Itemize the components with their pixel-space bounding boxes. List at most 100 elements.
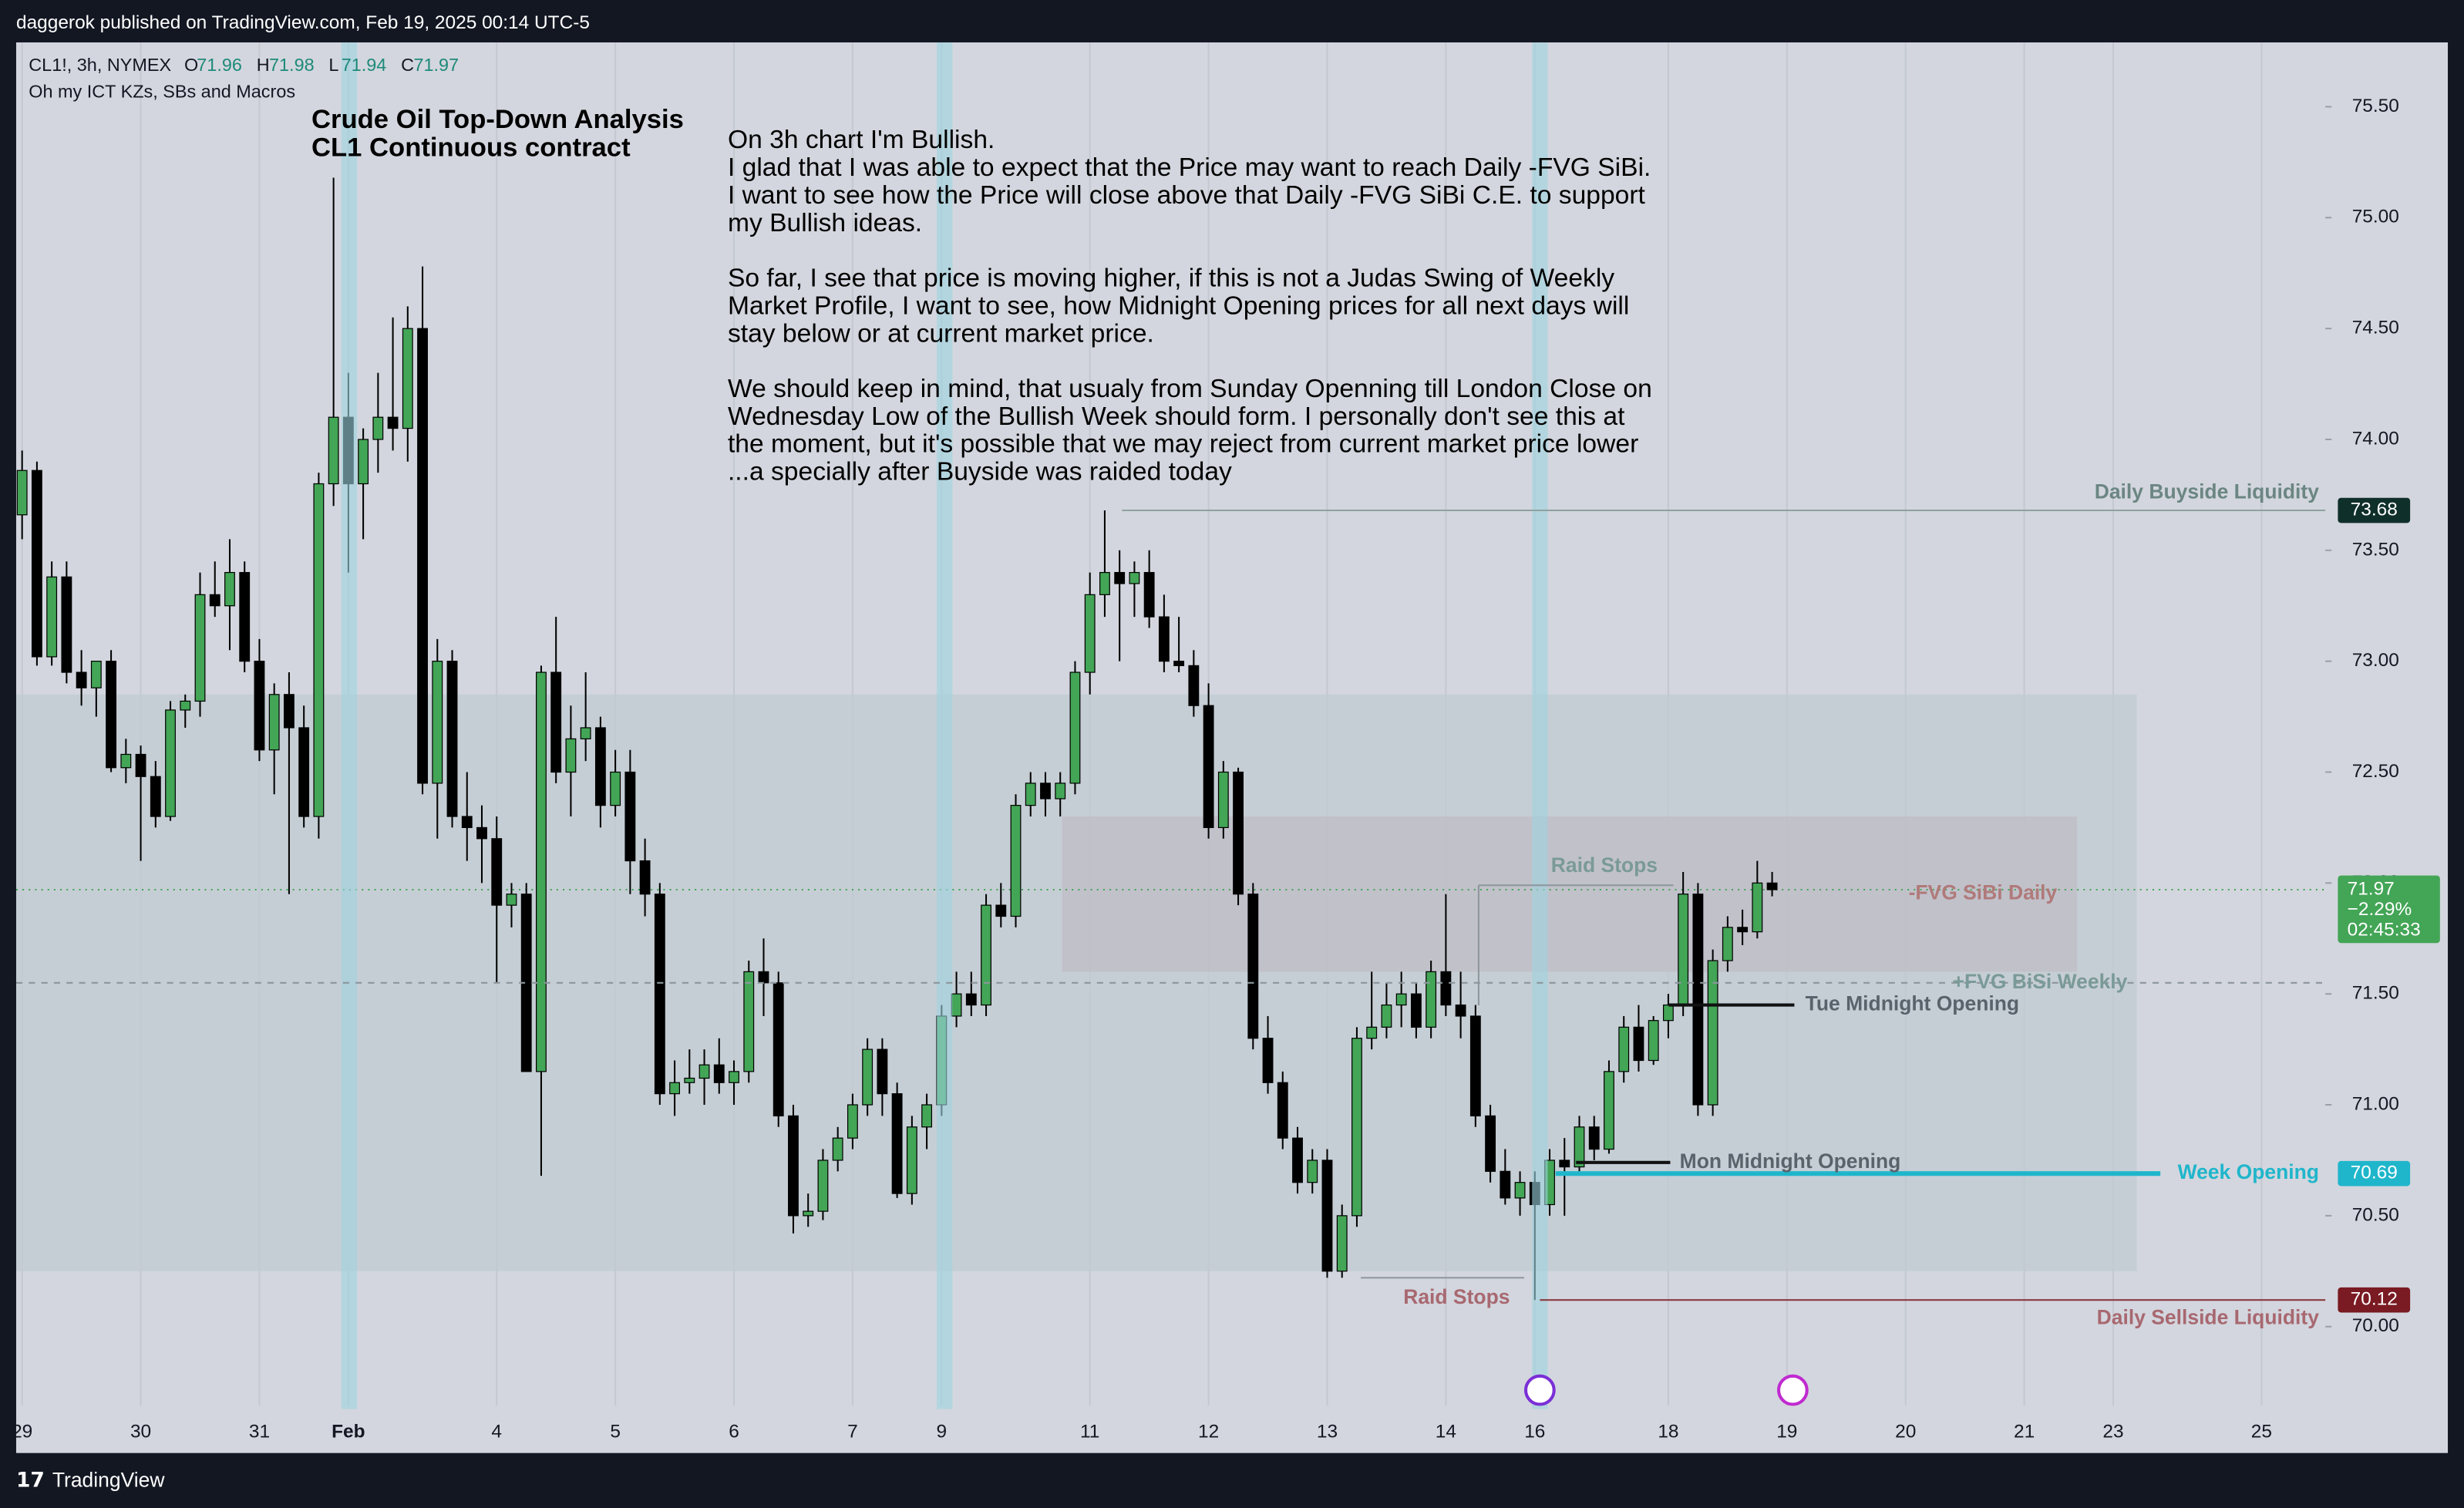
candle-body: [1262, 1038, 1274, 1083]
candle-body: [1188, 665, 1200, 706]
candle-body: [106, 661, 117, 769]
event-icon[interactable]: [1777, 1374, 1809, 1406]
candle-body: [1143, 571, 1155, 618]
candle-body: [180, 700, 191, 711]
candle-body: [1692, 894, 1704, 1106]
candle-body: [194, 594, 206, 702]
candle-body: [150, 776, 161, 817]
candle-body: [624, 771, 636, 862]
level-label: Mon Midnight Opening: [1680, 1150, 1901, 1173]
candle-body: [120, 753, 132, 769]
candle-body: [951, 993, 962, 1017]
candle-body: [1040, 783, 1051, 799]
x-tick-label: 19: [1776, 1422, 1797, 1442]
price-tag: [2338, 497, 2411, 523]
candle-body: [1604, 1071, 1614, 1150]
candle-body: [684, 1077, 695, 1083]
note-line: I glad that I was able to expect that th…: [728, 153, 1651, 182]
y-tick-label: 70.00: [2352, 1315, 2399, 1336]
y-tick-label: 71.50: [2352, 983, 2399, 1004]
price-tag: [2338, 1160, 2411, 1187]
y-tick-label: 74.50: [2352, 318, 2399, 338]
note-line: stay below or at current market price.: [728, 319, 1154, 348]
candle-body: [76, 672, 87, 688]
candle-body: [1307, 1160, 1318, 1183]
candle-body: [16, 470, 28, 516]
candle-body: [862, 1049, 874, 1106]
candle-body: [817, 1160, 829, 1212]
candle-body: [298, 727, 310, 817]
candle-body: [594, 727, 606, 806]
note-line: ...a specially after Buyside was raided …: [728, 458, 1232, 486]
candle-body: [1366, 1026, 1378, 1039]
candle-body: [1203, 705, 1214, 829]
y-tick-label: 74.00: [2352, 428, 2399, 449]
level-label: Daily Sellside Liquidity: [2097, 1306, 2320, 1329]
x-tick-label: 12: [1198, 1422, 1219, 1442]
y-tick-label: 70.50: [2352, 1204, 2399, 1225]
candle-body: [1678, 894, 1689, 1006]
candle-body: [669, 1082, 681, 1095]
candle-body: [1440, 971, 1452, 1006]
note-line: my Bullish ideas.: [728, 209, 922, 237]
note-line: the moment, but it's possible that we ma…: [728, 430, 1638, 459]
legend-value: 71.97: [413, 55, 459, 75]
candle-body: [1662, 1004, 1674, 1022]
legend-key: L: [328, 55, 338, 75]
legend-key: O: [184, 55, 198, 75]
event-icon[interactable]: [1523, 1374, 1556, 1406]
x-tick-label: 23: [2102, 1422, 2123, 1442]
candle-body: [1633, 1026, 1644, 1062]
candle-body: [1292, 1137, 1303, 1183]
candle-body: [1055, 783, 1066, 799]
note-line: I want to see how the Price will close a…: [728, 181, 1646, 210]
x-tick-label: 25: [2251, 1422, 2272, 1442]
candle-body: [803, 1210, 814, 1217]
y-tick-label: 71.00: [2352, 1093, 2399, 1114]
last-price-tag: [2338, 875, 2440, 944]
y-tick-label: 73.00: [2352, 650, 2399, 671]
raid-label: Raid Stops: [1403, 1285, 1510, 1308]
candle-body: [743, 971, 755, 1072]
last-price: 71.97: [2348, 878, 2395, 899]
level-label: Week Opening: [2178, 1160, 2319, 1183]
candle-body: [758, 971, 769, 984]
candle-body: [1158, 616, 1170, 662]
candle-body: [1025, 783, 1036, 806]
candle-body: [965, 993, 977, 1006]
candle-body: [135, 753, 146, 777]
legend-value: 71.94: [342, 55, 387, 75]
x-tick-label: 20: [1895, 1422, 1916, 1442]
candle-body: [1233, 771, 1244, 895]
raid-label: Raid Stops: [1551, 853, 1658, 877]
session-marker: [936, 42, 953, 1409]
candle-body: [1084, 594, 1096, 673]
candle-body: [1766, 882, 1778, 890]
candle-body: [580, 727, 591, 739]
session-marker: [341, 42, 358, 1409]
candle-body: [1381, 1004, 1392, 1028]
y-tick-label: 75.50: [2352, 96, 2399, 116]
candle-body: [981, 904, 991, 1006]
x-tick-label: Feb: [332, 1422, 365, 1442]
candle-body: [358, 439, 369, 485]
x-tick-label: 30: [130, 1422, 151, 1442]
candle-body: [1485, 1115, 1496, 1172]
candle-body: [639, 860, 651, 895]
x-tick-label: 7: [847, 1422, 858, 1442]
candle-body: [461, 816, 473, 829]
note-line: Market Profile, I want to see, how Midni…: [728, 291, 1629, 320]
candle-body: [387, 416, 399, 429]
price-tag-label: 70.69: [2351, 1163, 2398, 1183]
candle-body: [1129, 571, 1140, 584]
indicator: Oh my ICT KZs, SBs and Macros: [29, 81, 295, 101]
candle-body: [1247, 894, 1259, 1039]
candle-body: [1351, 1038, 1362, 1217]
candle-body: [832, 1137, 843, 1161]
candle-body: [491, 838, 503, 906]
level-label: +FVG BiSi Weekly: [1953, 970, 2128, 993]
candle-body: [1588, 1126, 1600, 1150]
candle-body: [1277, 1082, 1288, 1139]
candle-body: [1469, 1015, 1481, 1117]
